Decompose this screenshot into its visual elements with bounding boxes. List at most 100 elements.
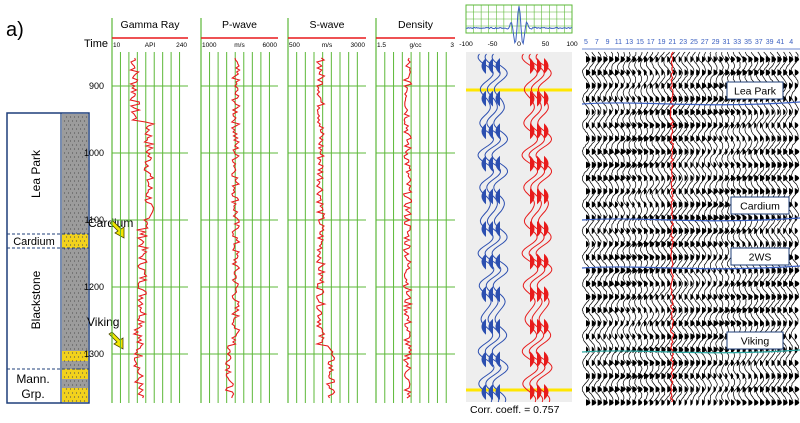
horizon-label-box: Lea Park <box>726 81 784 100</box>
strat-dot <box>83 248 86 250</box>
strat-dot <box>75 328 78 330</box>
trace-number: 27 <box>701 39 709 46</box>
strat-dot <box>73 124 76 126</box>
seismic-fill <box>719 122 724 129</box>
trace-fill <box>488 318 493 335</box>
trace-number: 7 <box>595 39 599 46</box>
depth-tick-label: 1200 <box>84 282 104 292</box>
seismic-fill <box>725 372 728 380</box>
horizon-box-bg <box>726 81 784 100</box>
seismic-fill <box>632 293 637 301</box>
seismic-fill <box>632 280 637 287</box>
correlation-caption: Corr. coeff. = 0.757 <box>470 404 560 416</box>
strat-dot <box>85 284 88 286</box>
strat-dot <box>85 148 88 150</box>
strat-dot <box>81 372 84 374</box>
strat-dot <box>83 272 86 274</box>
seismic-fill <box>603 280 608 287</box>
strat-dot <box>75 376 78 378</box>
strat-dot <box>73 284 76 286</box>
seismic-fill <box>609 82 613 89</box>
seismic-fill <box>748 135 752 142</box>
seismic-fill <box>603 254 608 261</box>
seismic-fill <box>620 161 626 169</box>
trace-fill <box>488 351 493 368</box>
seismic-fill <box>777 188 782 195</box>
seismic-fill <box>794 280 800 287</box>
seismic-fill <box>649 108 654 116</box>
strat-dot <box>77 340 80 342</box>
strat-dot <box>73 236 76 238</box>
seismic-fill <box>754 161 759 169</box>
seismic-fill <box>661 95 666 103</box>
seismic-fill <box>696 254 700 261</box>
seismic-trace <box>680 51 689 402</box>
seismic-fill <box>777 293 782 301</box>
seismic-fill <box>742 399 747 406</box>
seismic-fill <box>661 69 664 76</box>
seismic-fill <box>690 135 695 142</box>
seismic-fill <box>771 56 777 63</box>
seismic-fill <box>655 267 660 274</box>
seismic-fill <box>603 293 608 301</box>
seismic-fill <box>719 82 724 89</box>
seismic-fill <box>725 386 729 393</box>
seismic-fill <box>638 201 641 208</box>
strat-dot <box>75 200 78 202</box>
seismic-fill <box>713 201 719 208</box>
trace-number: 23 <box>679 39 687 46</box>
trace-fill <box>544 221 549 237</box>
strat-dot <box>73 300 76 302</box>
seismic-fill <box>731 306 736 314</box>
strat-dot <box>79 120 82 122</box>
strat-dot <box>67 160 70 162</box>
trace-number: 35 <box>744 39 752 46</box>
strat-dot <box>75 296 78 298</box>
strat-dot <box>79 192 82 194</box>
seismic-fill <box>765 320 770 327</box>
strat-dot <box>65 204 68 206</box>
strat-dot <box>81 204 84 206</box>
seismic-fill <box>713 188 718 195</box>
seismic-fill <box>719 148 722 155</box>
seismic-fill <box>794 69 799 76</box>
seismic-fill <box>684 386 688 393</box>
strat-dot <box>81 268 84 270</box>
seismic-fill <box>586 320 590 327</box>
strat-dot <box>79 400 82 402</box>
seismic-fill <box>736 174 741 182</box>
strat-dot <box>83 312 86 314</box>
strat-dot <box>69 220 72 222</box>
strat-dot <box>83 336 86 338</box>
seismic-fill <box>597 69 602 76</box>
seismic-fill <box>632 108 636 116</box>
strat-dot <box>79 296 82 298</box>
strat-dot <box>69 132 72 134</box>
seismic-fill <box>603 135 608 142</box>
seismic-fill <box>731 227 735 235</box>
seismic-fill <box>736 320 742 327</box>
trace-fill <box>544 58 549 74</box>
strat-dot <box>79 240 82 242</box>
seismic-fill <box>678 201 683 208</box>
horizon-label-box: Viking <box>726 331 784 350</box>
strat-dot <box>77 372 80 374</box>
seismic-fill <box>632 148 637 155</box>
seismic-fill <box>644 359 649 367</box>
seismic-fill <box>649 399 654 406</box>
strat-dot <box>85 340 88 342</box>
seismic-fill <box>591 108 595 116</box>
seismic-fill <box>794 227 798 235</box>
strat-dot <box>77 180 80 182</box>
seismic-fill <box>673 333 678 340</box>
strat-dot <box>69 324 72 326</box>
seismic-fill <box>754 108 758 116</box>
seismic-fill <box>713 346 718 353</box>
strat-dot <box>63 320 66 322</box>
seismic-fill <box>661 227 666 235</box>
seismic-fill <box>760 148 764 155</box>
trace-number: 29 <box>712 39 720 46</box>
strat-dot <box>79 144 82 146</box>
seismic-fill <box>754 240 757 248</box>
seismic-fill <box>615 82 619 89</box>
